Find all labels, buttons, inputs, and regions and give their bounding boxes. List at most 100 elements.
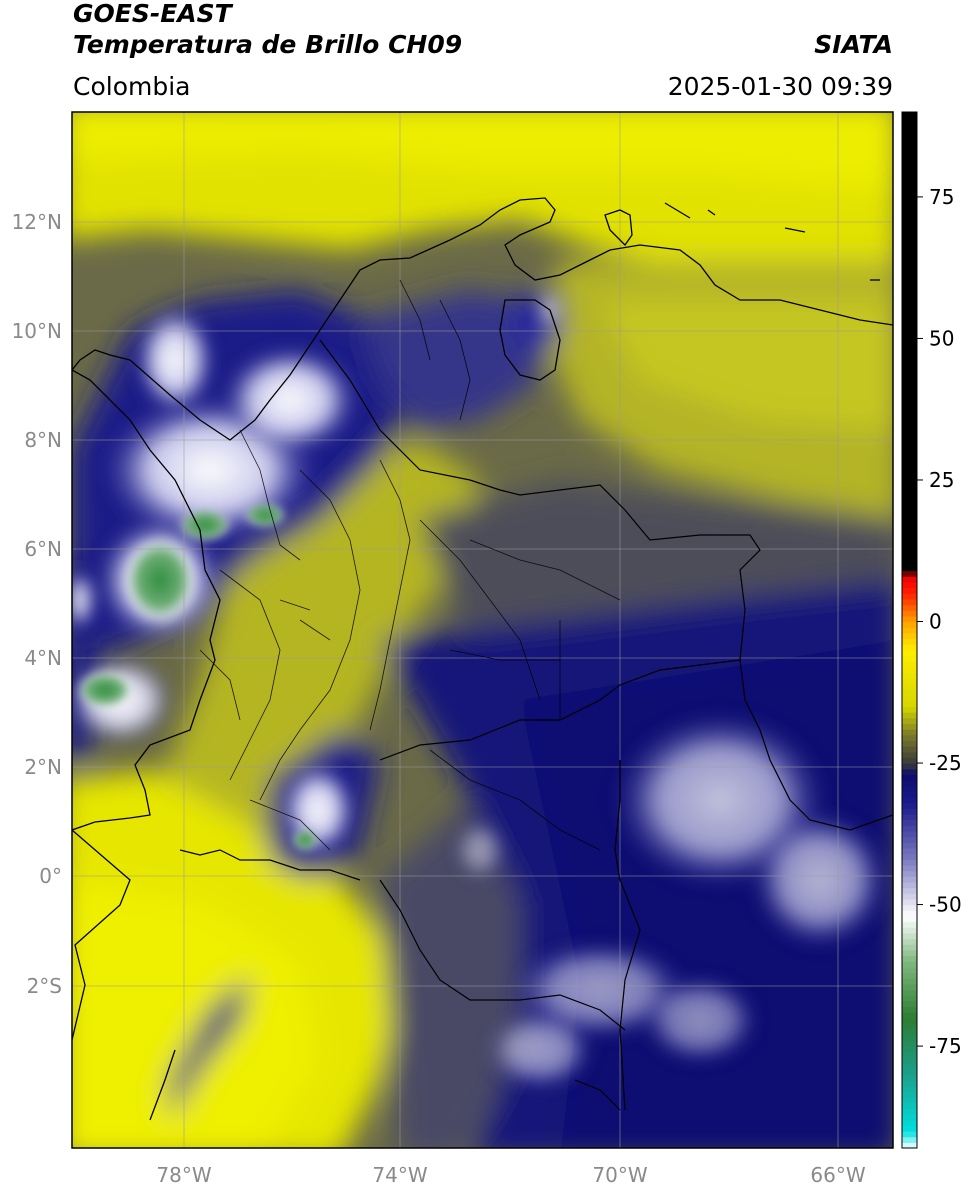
colorbar-segment xyxy=(902,434,917,441)
colorbar-segment xyxy=(902,179,917,187)
colorbar-segment xyxy=(902,729,917,736)
colorbar-segment xyxy=(902,723,917,730)
colorbar-segment xyxy=(902,259,917,266)
map-frame xyxy=(71,111,894,1149)
colorbar-segment xyxy=(902,757,917,764)
colorbar-ticks: 75 50 25 0 -25 -50 -75 xyxy=(917,185,962,1058)
colorbar-segment xyxy=(902,570,917,577)
colorbar-segment xyxy=(902,378,917,385)
colorbar-segment xyxy=(902,734,917,741)
colorbar-segment xyxy=(902,349,917,357)
colorbar-segment xyxy=(902,338,917,345)
satellite-title: GOES-EAST xyxy=(73,0,232,28)
colorbar-segment xyxy=(902,932,917,940)
colorbar-segment xyxy=(902,847,917,855)
colorbar-segment xyxy=(902,264,917,272)
colorbar-segment xyxy=(902,802,917,809)
colorbar-segment xyxy=(902,151,917,158)
colorbar-segment xyxy=(902,310,917,317)
colorbar-segment xyxy=(902,185,917,192)
colorbar-tick-label: 75 xyxy=(929,185,954,209)
colorbar-segment xyxy=(902,893,917,900)
colorbar-segment xyxy=(902,213,917,221)
colorbar-segment xyxy=(902,1012,917,1019)
colorbar-segment xyxy=(902,672,917,679)
colorbar-segment xyxy=(902,995,917,1002)
colorbar-segment xyxy=(902,1034,917,1042)
colorbar-segment xyxy=(902,123,917,130)
colorbar-segment xyxy=(902,1017,917,1025)
colorbar-segment xyxy=(902,157,917,164)
colorbar-segment xyxy=(902,966,917,974)
colorbar-tick-label: 25 xyxy=(929,468,954,492)
colorbar-segment xyxy=(902,281,917,289)
colorbar-segment xyxy=(902,1097,917,1104)
colorbar-segment xyxy=(902,479,917,487)
colorbar-segment xyxy=(902,763,917,770)
colorbar-segment xyxy=(902,145,917,153)
colorbar-segment xyxy=(902,615,917,623)
colorbar-segment xyxy=(902,446,917,453)
colorbar-segment xyxy=(902,797,917,804)
colorbar-segment xyxy=(902,230,917,238)
colorbar-segment xyxy=(902,1085,917,1092)
latitude-ticks: 12°N 10°N 8°N 6°N 4°N 2°N 0° 2°S xyxy=(12,210,62,998)
colorbar-segment xyxy=(902,598,917,606)
colorbar-segment xyxy=(902,225,917,232)
colorbar-segment xyxy=(902,366,917,374)
colorbar-segment xyxy=(902,898,917,906)
colorbar-segment xyxy=(902,921,917,928)
agency-label: SIATA xyxy=(814,30,893,59)
colorbar-segment xyxy=(902,112,917,119)
lat-tick-4n: 4°N xyxy=(24,646,62,670)
colorbar-segment xyxy=(902,276,917,283)
colorbar-segment xyxy=(902,372,917,379)
colorbar-segment xyxy=(902,830,917,838)
colorbar-segment xyxy=(902,1006,917,1013)
lon-tick-78w: 78°W xyxy=(156,1163,211,1187)
colorbar-segment xyxy=(902,1029,917,1036)
colorbar-segment xyxy=(902,287,917,294)
colorbar-segment xyxy=(902,423,917,430)
colorbar-segment xyxy=(902,344,917,351)
colorbar-segment xyxy=(902,819,917,826)
lat-tick-10n: 10°N xyxy=(12,319,62,343)
colorbar-segment xyxy=(902,429,917,436)
colorbar-segment xyxy=(902,196,917,204)
colorbar-segment xyxy=(902,355,917,362)
colorbar-segment xyxy=(902,638,917,645)
colorbar-segment xyxy=(902,1023,917,1030)
lon-tick-70w: 70°W xyxy=(592,1163,647,1187)
colorbar-segment xyxy=(902,1000,917,1008)
colorbar-segment xyxy=(902,751,917,758)
colorbar-segment xyxy=(902,989,917,996)
colorbar-segment xyxy=(902,293,917,300)
colorbar-segment xyxy=(902,485,917,492)
colorbar-segment xyxy=(902,140,917,147)
colorbar-segment xyxy=(902,508,917,515)
colorbar-segment xyxy=(902,683,917,691)
colorbar-segment xyxy=(902,174,917,181)
colorbar-segment xyxy=(902,655,917,662)
colorbar-segment xyxy=(902,978,917,985)
colorbar-segment xyxy=(902,904,917,911)
colorbar-segment xyxy=(902,406,917,413)
colorbar-segment xyxy=(902,649,917,657)
colorbar-segment xyxy=(902,1068,917,1076)
colorbar-segment xyxy=(902,491,917,498)
colorbar-segment xyxy=(902,785,917,792)
colorbar-segment xyxy=(902,887,917,894)
colorbar-segment xyxy=(902,1131,917,1138)
colorbar-segment xyxy=(902,525,917,532)
colorbar-segment xyxy=(902,859,917,866)
colorbar-segment xyxy=(902,412,917,419)
map-gridlines xyxy=(72,112,893,1148)
colorbar-segment xyxy=(902,462,917,470)
colorbar-segment xyxy=(902,593,917,600)
colorbar-segment xyxy=(902,587,917,594)
colorbar-segment xyxy=(902,208,917,215)
datetime-label: 2025-01-30 09:39 xyxy=(667,72,893,101)
colorbar-segment xyxy=(902,972,917,979)
colorbar-frame xyxy=(901,111,918,1149)
